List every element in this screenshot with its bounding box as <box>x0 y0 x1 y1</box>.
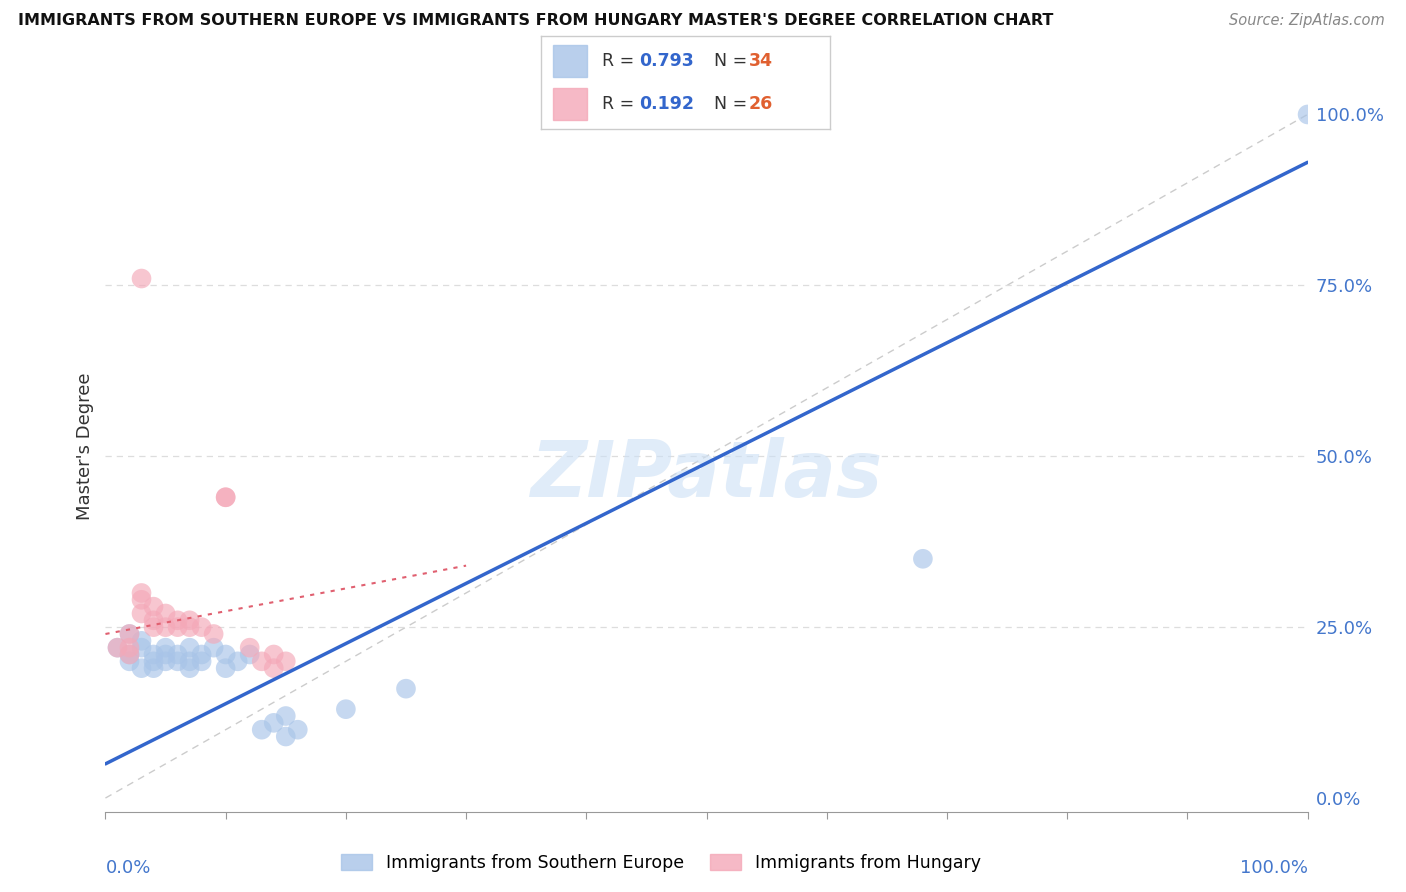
Point <box>166 613 188 627</box>
Point <box>179 654 201 668</box>
Point <box>250 723 273 737</box>
Text: N =: N = <box>714 52 754 70</box>
Point <box>107 640 129 655</box>
Point <box>335 702 357 716</box>
Point <box>131 592 153 607</box>
Point <box>118 654 141 668</box>
Bar <box>553 45 588 77</box>
Point <box>274 730 297 744</box>
Point <box>142 661 165 675</box>
Point <box>155 620 177 634</box>
Text: N =: N = <box>714 95 754 113</box>
Point <box>274 654 297 668</box>
Point <box>131 607 153 621</box>
Point <box>155 654 177 668</box>
Point <box>214 490 236 504</box>
Point <box>287 723 309 737</box>
Point <box>166 654 188 668</box>
Text: 34: 34 <box>749 52 773 70</box>
Point <box>155 648 177 662</box>
Text: Source: ZipAtlas.com: Source: ZipAtlas.com <box>1229 13 1385 29</box>
Point <box>142 620 165 634</box>
Point <box>190 620 212 634</box>
Point <box>179 640 201 655</box>
Text: 100.0%: 100.0% <box>1240 859 1308 877</box>
Point <box>118 627 141 641</box>
Point <box>118 640 141 655</box>
Point <box>226 654 249 668</box>
Point <box>179 620 201 634</box>
Point <box>911 551 934 566</box>
Point <box>166 620 188 634</box>
Point <box>239 648 262 662</box>
Point <box>214 661 236 675</box>
Point <box>118 648 141 662</box>
Text: 26: 26 <box>749 95 773 113</box>
Point <box>239 640 262 655</box>
Point <box>214 648 236 662</box>
Point <box>155 640 177 655</box>
Point <box>179 661 201 675</box>
Point <box>263 661 285 675</box>
Point <box>202 640 225 655</box>
Point <box>166 648 188 662</box>
Point <box>142 654 165 668</box>
Point <box>395 681 418 696</box>
Point <box>190 654 212 668</box>
Bar <box>553 88 588 120</box>
Point <box>142 613 165 627</box>
Point <box>131 586 153 600</box>
Text: ZIPatlas: ZIPatlas <box>530 437 883 513</box>
Text: R =: R = <box>602 95 640 113</box>
Text: 0.192: 0.192 <box>640 95 695 113</box>
Point <box>214 490 236 504</box>
Point <box>179 613 201 627</box>
Point <box>250 654 273 668</box>
Point <box>131 633 153 648</box>
Point <box>142 648 165 662</box>
Point <box>202 627 225 641</box>
Point <box>142 599 165 614</box>
Y-axis label: Master's Degree: Master's Degree <box>76 372 94 520</box>
Point <box>274 709 297 723</box>
Point <box>263 715 285 730</box>
Point <box>131 640 153 655</box>
Text: IMMIGRANTS FROM SOUTHERN EUROPE VS IMMIGRANTS FROM HUNGARY MASTER'S DEGREE CORRE: IMMIGRANTS FROM SOUTHERN EUROPE VS IMMIG… <box>18 13 1053 29</box>
Text: R =: R = <box>602 52 640 70</box>
Legend: Immigrants from Southern Europe, Immigrants from Hungary: Immigrants from Southern Europe, Immigra… <box>333 847 988 879</box>
Point <box>131 661 153 675</box>
Point <box>118 627 141 641</box>
Point <box>107 640 129 655</box>
Point <box>1296 107 1319 121</box>
Point <box>155 607 177 621</box>
Point <box>118 648 141 662</box>
Point <box>263 648 285 662</box>
Text: 0.793: 0.793 <box>640 52 695 70</box>
Point <box>190 648 212 662</box>
Text: 0.0%: 0.0% <box>105 859 150 877</box>
Point <box>131 271 153 285</box>
